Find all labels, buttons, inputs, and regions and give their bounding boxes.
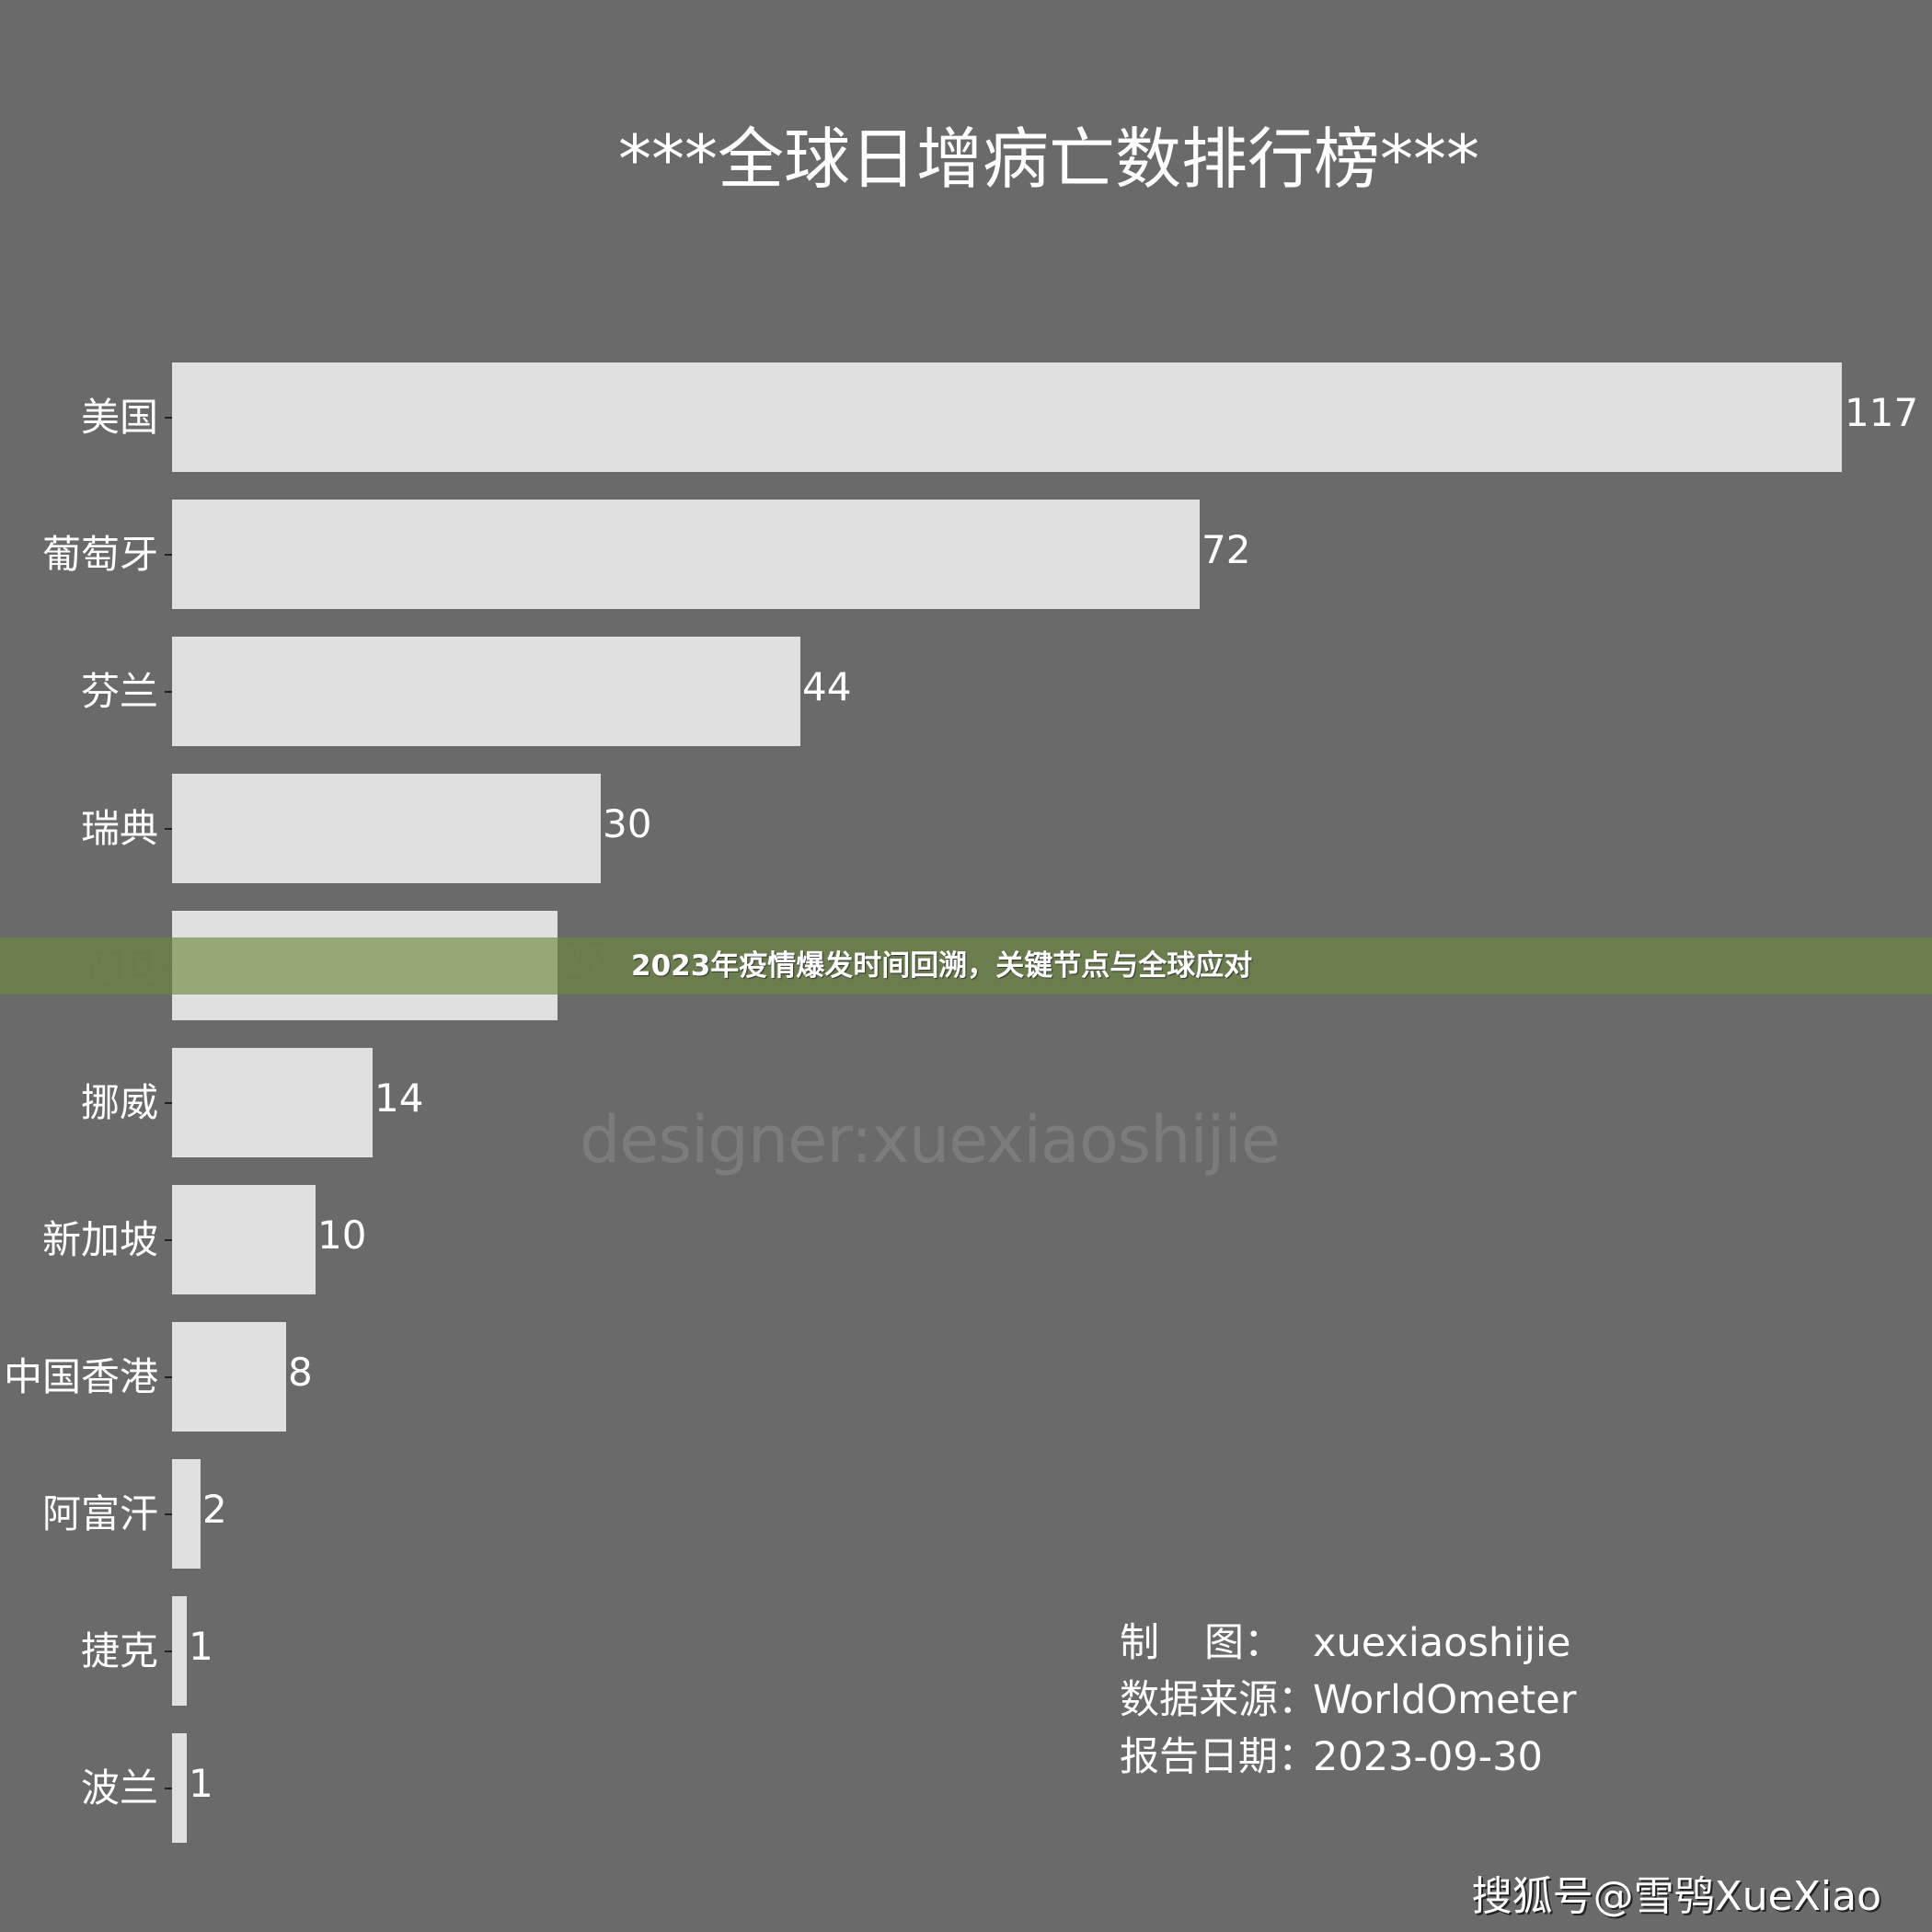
bar [172,774,601,883]
credit-maker-value: xuexiaoshijie [1313,1620,1571,1666]
bar [172,1459,201,1569]
chart-credits: 制 图： xuexiaoshijie 数据来源： WorldOmeter 报告日… [1120,1615,1576,1786]
bar [172,1733,187,1843]
axis-tick [165,1513,172,1515]
category-label: 捷克 [80,1628,158,1673]
value-label: 1 [189,1761,213,1806]
bar [172,1596,187,1706]
bar [172,1048,373,1157]
value-label: 72 [1202,527,1251,572]
bar [172,637,800,746]
axis-tick [165,1788,172,1789]
axis-tick [165,554,172,556]
value-label: 1 [189,1624,213,1669]
bar [172,1322,286,1432]
axis-tick [165,1650,172,1652]
credit-maker-key-part: 图： [1204,1620,1283,1666]
value-label: 8 [288,1350,313,1395]
value-label: 117 [1845,390,1919,435]
bar-row-portugal: 葡萄牙 72 [0,500,1932,609]
value-label: 14 [374,1075,424,1121]
bar-row-afghanistan: 阿富汗 2 [0,1459,1932,1569]
axis-tick [165,691,172,693]
banner-bar-overlap [172,937,558,995]
category-label: 瑞典 [80,806,158,851]
category-label: 德国 [80,943,158,988]
category-label: 中国香港 [3,1354,158,1399]
axis-tick [165,1376,172,1378]
bar-row-singapore: 新加坡 10 [0,1185,1932,1294]
bar [172,500,1200,609]
bar-row-norway: 挪威 14 [0,1048,1932,1157]
bar-row-poland: 波兰 1 [0,1733,1932,1843]
category-label: 挪威 [80,1080,158,1125]
designer-watermark: designer:xuexiaoshijie [580,1102,1281,1178]
value-label: 44 [802,664,852,709]
credit-maker-key: 制 图： [1120,1615,1283,1672]
credit-date-key: 报告日期： [1120,1734,1317,1780]
category-label: 美国 [80,395,158,440]
category-label: 葡萄牙 [41,532,158,577]
headline-banner-text[interactable]: 2023年疫情爆发时间回溯，关键节点与全球应对 [631,949,1253,983]
axis-tick [165,417,172,419]
chart-title: ***全球日增病亡数排行榜*** [617,121,1479,198]
value-label: 10 [317,1213,367,1258]
bar-row-czech: 捷克 1 [0,1596,1932,1706]
credit-source-value: WorldOmeter [1313,1677,1577,1723]
credit-date: 报告日期： 2023-09-30 [1120,1729,1576,1786]
bar-row-usa: 美国 117 [0,362,1932,472]
source-brand-watermark: 搜狐号@雪鸮XueXiao [1471,1873,1881,1920]
credit-source-key: 数据来源： [1120,1677,1317,1723]
bar-row-finland: 芬兰 44 [0,637,1932,746]
axis-tick [165,828,172,830]
category-label: 阿富汗 [41,1491,158,1536]
category-label: 波兰 [80,1765,158,1811]
bar-row-hongkong: 中国香港 8 [0,1322,1932,1432]
bar [172,362,1842,472]
credit-source: 数据来源： WorldOmeter [1120,1672,1576,1729]
axis-tick [165,965,172,967]
value-label: 27 [559,938,609,983]
bar-row-sweden: 瑞典 30 [0,774,1932,883]
axis-tick [165,1102,172,1104]
category-label: 芬兰 [80,669,158,714]
value-label: 2 [202,1487,227,1532]
bar [172,1185,316,1294]
category-label: 新加坡 [41,1217,158,1262]
axis-tick [165,1239,172,1241]
value-label: 30 [603,801,652,846]
credit-date-value: 2023-09-30 [1313,1734,1543,1780]
credit-maker: 制 图： xuexiaoshijie [1120,1615,1576,1672]
credit-maker-key-part: 制 [1120,1620,1159,1666]
